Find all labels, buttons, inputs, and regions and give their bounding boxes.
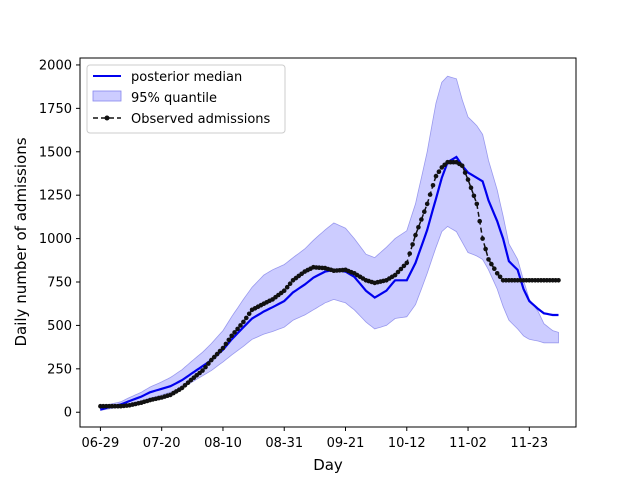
legend-observed-marker: [104, 115, 110, 121]
observed-point: [287, 281, 293, 287]
x-tick-label: 09-21: [327, 436, 365, 451]
observed-point: [209, 357, 214, 363]
observed-point: [238, 323, 243, 328]
observed-point: [220, 345, 226, 351]
x-tick-label: 11-02: [449, 436, 487, 451]
legend-median-label: posterior median: [131, 70, 242, 85]
observed-point: [223, 341, 229, 347]
observed-point: [436, 169, 442, 174]
observed-point: [284, 284, 290, 290]
legend-observed-label: Observed admissions: [131, 112, 271, 127]
observed-point: [217, 348, 223, 354]
legend-band-label: 95% quantile: [131, 91, 217, 106]
y-tick-label: 1500: [39, 145, 72, 160]
y-tick-label: 1750: [39, 102, 72, 117]
x-tick-label: 11-23: [510, 436, 548, 451]
y-tick-label: 500: [47, 319, 72, 334]
observed-point: [229, 333, 234, 339]
legend-band-swatch: [92, 90, 122, 102]
observed-point: [483, 246, 488, 252]
y-tick-label: 250: [47, 362, 72, 377]
plot-frame: [79, 57, 577, 428]
observed-layer: [98, 159, 561, 409]
y-tick-label: 0: [64, 406, 72, 421]
observed-point: [486, 257, 491, 262]
y-axis-title: Daily number of admissions: [12, 137, 30, 346]
x-tick-label: 08-31: [265, 436, 303, 451]
observed-point: [281, 288, 287, 294]
observed-point: [182, 383, 188, 388]
legend: posterior median 95% quantile Observed a…: [86, 64, 286, 134]
observed-point: [203, 364, 208, 370]
observed-point: [395, 269, 401, 275]
observed-point: [427, 192, 433, 197]
observed-point: [214, 351, 220, 357]
observed-point: [489, 261, 494, 267]
observed-point: [433, 173, 439, 179]
y-tick-label: 2000: [39, 58, 72, 73]
x-tick-label: 07-20: [143, 436, 181, 451]
confidence-band-layer: [100, 75, 559, 411]
observed-point: [244, 315, 249, 321]
observed-point: [474, 201, 480, 207]
observed-point: [407, 251, 413, 256]
observed-point: [494, 271, 500, 276]
observed-point: [200, 368, 205, 373]
observed-point: [401, 263, 407, 269]
observed-point: [413, 232, 418, 238]
x-tick-label: 06-29: [82, 436, 120, 451]
observed-point: [477, 218, 483, 224]
y-tick-label: 1250: [39, 189, 72, 204]
y-tick-label: 1000: [39, 232, 72, 247]
observed-point: [492, 266, 497, 272]
observed-point: [232, 330, 237, 335]
x-tick-label: 10-12: [388, 436, 426, 451]
observed-point: [459, 163, 465, 168]
observed-point: [424, 201, 430, 207]
observed-point: [419, 217, 424, 222]
observed-point: [211, 354, 217, 360]
observed-point: [462, 170, 468, 175]
observed-point: [497, 274, 503, 280]
observed-point: [246, 311, 252, 317]
observed-point: [480, 236, 485, 241]
observed-point: [468, 185, 474, 190]
observed-point: [398, 266, 404, 272]
observed-point: [392, 272, 398, 278]
observed-point: [430, 183, 436, 188]
y-axis: 0 250 500 750 1000 1250 1500 1750 2000: [39, 58, 80, 421]
x-axis: 06-29 07-20 08-10 08-31 09-21 10-12 11-02 11-23: [82, 427, 548, 451]
legend-box: [86, 64, 286, 134]
x-tick-label: 08-10: [204, 436, 242, 451]
observed-point: [465, 177, 471, 182]
observed-point: [206, 361, 211, 366]
x-axis-title: Day: [313, 456, 343, 474]
observed-point: [471, 193, 477, 199]
quantile-band: [100, 75, 559, 411]
observed-point: [404, 260, 410, 266]
observed-point: [410, 242, 415, 247]
observed-point: [556, 278, 561, 283]
observed-point: [241, 319, 246, 325]
observed-point: [422, 209, 427, 214]
y-tick-label: 750: [47, 276, 72, 291]
observed-point: [226, 337, 232, 343]
observed-point: [416, 225, 421, 230]
observed-point: [235, 326, 240, 332]
